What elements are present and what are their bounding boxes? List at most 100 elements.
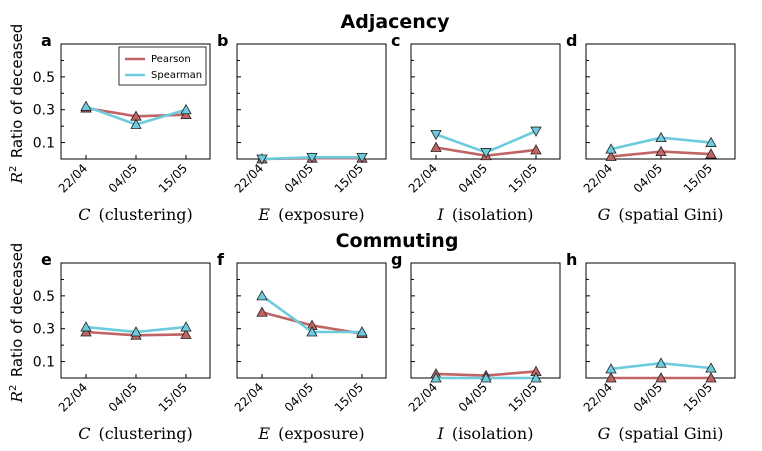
- x-axis-symbol: G: [598, 424, 611, 443]
- legend-label-pearson: Pearson: [151, 54, 191, 65]
- legend-label-spearman: Spearman: [151, 70, 202, 81]
- y-tick-label: 0.5: [33, 70, 55, 86]
- data-point-pearson: [80, 326, 92, 337]
- x-axis-symbol: C: [78, 205, 90, 224]
- panel-frame: [410, 43, 561, 160]
- data-point-spearman: [705, 136, 717, 147]
- x-axis-text: (isolation): [444, 205, 534, 224]
- x-tick-label: 22/04: [56, 161, 90, 195]
- x-tick-label: 22/04: [56, 380, 90, 414]
- x-tick-label: 15/05: [506, 380, 540, 414]
- x-tick-label: 04/05: [631, 380, 665, 414]
- data-point-pearson: [180, 108, 192, 120]
- legend: Pearson Spearman: [118, 46, 207, 86]
- x-tick-label: 15/05: [506, 161, 540, 195]
- x-tick-label: 22/04: [406, 380, 440, 414]
- data-point-spearman: [356, 152, 368, 164]
- panel-label: h: [566, 250, 577, 269]
- y-axis-superscript: 2: [8, 385, 19, 391]
- x-tick-label: 04/05: [282, 380, 316, 414]
- data-point-pearson: [705, 372, 717, 383]
- data-point-spearman: [605, 363, 617, 374]
- data-point-spearman: [180, 321, 192, 332]
- data-point-pearson: [180, 328, 192, 339]
- panel-f: f 22/04 04/05 15/05 E (exposure): [217, 250, 387, 443]
- x-tick-label: 15/05: [681, 161, 715, 195]
- x-axis-label: C (clustering): [78, 205, 193, 224]
- data-point-spearman: [256, 290, 268, 301]
- x-axis-text: (clustering): [90, 205, 192, 224]
- y-tick-label: 0.1: [33, 355, 55, 371]
- x-tick-label: 04/05: [456, 380, 490, 414]
- section-title-adjacency: Adjacency: [341, 11, 451, 33]
- data-point-spearman: [430, 129, 442, 141]
- x-tick-label: 22/04: [406, 161, 440, 195]
- data-point-spearman: [530, 372, 542, 383]
- x-tick-label: 22/04: [232, 161, 266, 195]
- x-tick-label: 04/05: [106, 161, 140, 195]
- x-tick-label: 15/05: [681, 380, 715, 414]
- y-axis-symbol: R: [8, 172, 26, 184]
- x-axis-label: G (spatial Gini): [598, 205, 724, 224]
- panel-e: e 0.5 0.3 0.122/04 04/05 15/05 C (clustering) R…: [8, 243, 211, 443]
- data-point-spearman: [430, 372, 442, 383]
- x-axis-symbol: C: [78, 424, 90, 443]
- y-axis-symbol: R: [8, 391, 26, 403]
- data-point-spearman: [530, 126, 542, 137]
- x-axis-text: (spatial Gini): [610, 205, 723, 224]
- data-point-spearman: [256, 154, 268, 165]
- panel-frame: [60, 262, 211, 379]
- data-point-pearson: [430, 141, 442, 152]
- x-tick-label: 15/05: [156, 380, 190, 414]
- legend-box: [118, 46, 207, 86]
- panel-g: g 22/04 04/05 15/05 I (isolation): [391, 250, 561, 443]
- data-point-spearman: [480, 148, 492, 159]
- panel-label: a: [41, 31, 52, 50]
- x-tick-label: 15/05: [156, 161, 190, 195]
- panel-a: a 0.5 0.3 0.122/04 04/05 15/05 C (clustering) R…: [8, 24, 211, 224]
- x-tick-label: 22/04: [581, 380, 615, 414]
- data-point-spearman: [180, 103, 192, 115]
- panel-label: b: [217, 31, 228, 50]
- x-tick-label: 04/05: [282, 161, 316, 195]
- data-point-pearson: [655, 145, 667, 157]
- section-title-commuting: Commuting: [336, 230, 459, 252]
- x-tick-label: 15/05: [332, 161, 366, 195]
- x-axis-label: I (isolation): [437, 205, 534, 224]
- panel-label: g: [391, 250, 402, 269]
- x-axis-symbol: I: [437, 424, 445, 443]
- data-point-pearson: [705, 148, 717, 159]
- panel-h: h 22/04 04/05 15/05 G (spatial Gini): [566, 250, 736, 443]
- panel-b: b 22/04 04/05 15/05 E (exposure): [217, 31, 387, 224]
- y-axis-text: Ratio of deceased: [8, 24, 26, 166]
- y-axis-label: R2 Ratio of deceased: [8, 243, 26, 404]
- x-axis-symbol: G: [598, 205, 611, 224]
- y-axis-text: Ratio of deceased: [8, 243, 26, 385]
- data-point-spearman: [605, 143, 617, 154]
- data-point-spearman: [130, 118, 142, 129]
- y-tick-label: 0.3: [33, 103, 55, 119]
- x-axis-label: G (spatial Gini): [598, 424, 724, 443]
- x-tick-label: 04/05: [631, 161, 665, 195]
- data-point-pearson: [655, 372, 667, 383]
- data-point-spearman: [130, 326, 142, 337]
- data-point-spearman: [655, 357, 667, 368]
- panel-d: d 22/04 04/05 15/05 G (spatial Gini): [566, 31, 736, 224]
- data-point-spearman: [306, 152, 318, 164]
- x-axis-symbol: I: [437, 205, 445, 224]
- x-tick-label: 04/05: [106, 380, 140, 414]
- data-point-pearson: [256, 306, 268, 317]
- x-tick-label: 15/05: [332, 380, 366, 414]
- x-tick-label: 22/04: [232, 380, 266, 414]
- x-axis-label: E (exposure): [257, 424, 364, 443]
- data-point-spearman: [306, 326, 318, 337]
- data-point-spearman: [480, 372, 492, 383]
- panel-label: f: [217, 250, 225, 269]
- panel-label: d: [566, 31, 577, 50]
- panel-c: c 22/04 04/05 15/05 I (isolation): [391, 31, 561, 224]
- y-axis-superscript: 2: [8, 166, 19, 172]
- panel-frame: [236, 43, 387, 160]
- data-point-spearman: [80, 321, 92, 332]
- panel-label: c: [391, 31, 400, 50]
